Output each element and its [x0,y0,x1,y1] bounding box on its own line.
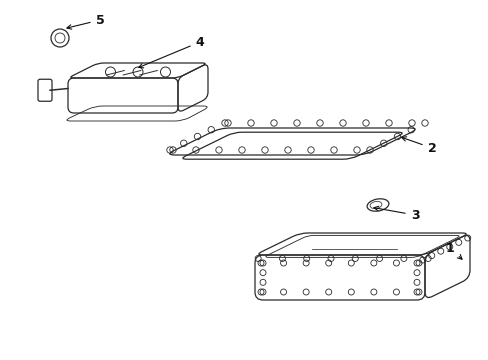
Text: 4: 4 [139,36,204,68]
Text: 3: 3 [373,206,418,221]
Ellipse shape [369,201,381,208]
FancyBboxPatch shape [38,79,52,101]
Text: 2: 2 [401,137,435,154]
Text: 5: 5 [67,14,104,29]
Ellipse shape [366,199,388,211]
Text: 1: 1 [445,242,461,259]
